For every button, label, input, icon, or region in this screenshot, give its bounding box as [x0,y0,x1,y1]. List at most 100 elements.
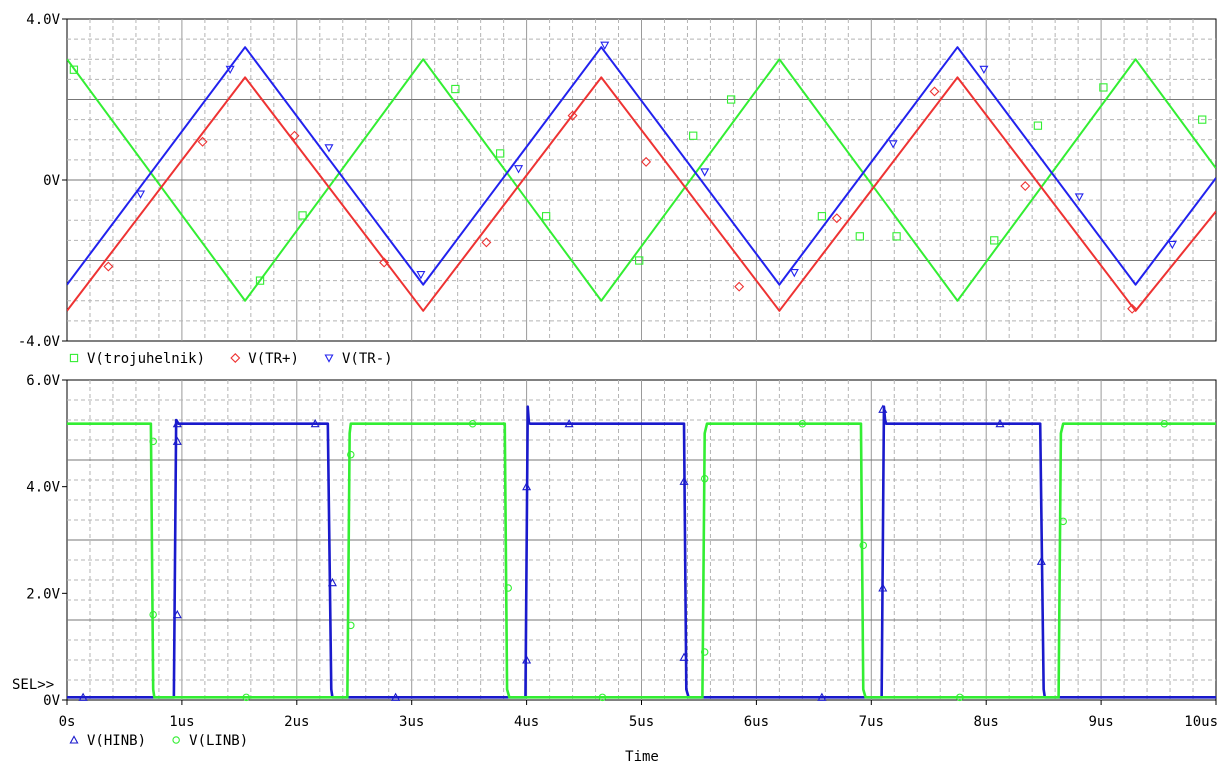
series-line-v-tr [67,76,1216,312]
x-axis-title: Time [625,749,659,765]
data-point-v-linb [956,693,964,702]
data-point-v-linb [149,610,157,619]
x-tick-label: 10us [1184,714,1218,730]
y-tick-label: 6.0V [26,373,60,389]
data-point-v-trojuhelnik [1099,83,1108,92]
data-point-v-hinb [995,418,1005,428]
data-point-v-tr [197,136,208,147]
data-point-v-tr [700,168,710,177]
data-point-v-tr [103,261,114,272]
data-point-v-hinb [172,609,182,619]
data-point-v-trojuhelnik [855,232,864,241]
data-point-v-tr [641,156,652,167]
data-point-v-linb [700,648,709,656]
data-point-v-hinb [522,655,532,664]
x-tick-label: 4us [514,714,539,730]
legend-marker-v-tr [324,354,334,363]
data-point-v-linb [347,621,355,630]
legend-label-v-linb: V(LINB) [189,733,248,749]
data-point-v-hinb [564,418,574,428]
data-point-v-tr [929,86,940,97]
legend-label-v-tr: V(TR+) [248,351,299,367]
data-point-v-linb [700,474,709,483]
legend-marker-v-hinb [69,735,79,744]
data-point-v-tr [136,190,146,199]
data-point-v-tr [481,237,492,248]
data-point-v-trojuhelnik [69,65,79,74]
x-tick-label: 1us [169,714,194,730]
top-legend: V(trojuhelnik) V(TR+) V(TR-) [69,351,393,367]
data-point-v-linb [504,584,512,592]
x-tick-label: 2us [284,714,309,730]
sel-marker-label: SEL>> [12,677,54,693]
legend-marker-v-trojuhelnik [69,353,79,363]
data-point-v-hinb [78,692,88,701]
grid [67,380,1216,700]
bottom-plot-pane: 6.0V 4.0V 2.0V 0V 0s 1us 2us 3us 4us 5us 6us 7us 8us… [26,373,1218,730]
x-tick-label: 3us [399,714,424,730]
data-point-v-hinb [327,577,337,587]
y-tick-label: 2.0V [26,586,60,602]
data-point-v-tr [289,130,300,141]
data-point-v-trojuhelnik [298,211,307,220]
data-point-v-hinb [878,583,888,592]
data-point-v-hinb [172,418,182,428]
legend-marker-v-tr [230,353,241,363]
data-point-v-tr [379,257,390,268]
data-point-v-linb [1059,517,1067,526]
data-point-v-tr [734,281,745,292]
data-point-v-tr [567,110,578,121]
x-tick-label: 9us [1088,714,1113,730]
data-point-v-trojuhelnik [451,84,460,94]
data-point-v-linb [1160,419,1169,428]
data-point-v-trojuhelnik [1198,115,1207,124]
legend-label-v-trojuhelnik: V(trojuhelnik) [87,351,205,367]
series-line-v-hinb [67,405,1216,699]
top-plot-pane: 4.0V 0V -4.0V [18,12,1217,350]
data-point-v-hinb [522,481,532,491]
data-point-v-trojuhelnik [817,212,827,221]
data-point-v-hinb [391,692,401,701]
data-point-v-hinb [817,692,827,701]
data-point-v-trojuhelnik [496,149,505,158]
data-point-v-trojuhelnik [726,95,736,104]
data-point-v-tr [324,144,334,153]
data-point-v-linb [242,693,250,702]
series-line-v-trojuhelnik [67,58,1216,302]
series-v-linb [67,419,1216,702]
data-point-v-tr [514,165,524,174]
data-point-v-tr [789,269,799,278]
bottom-legend: V(HINB) V(LINB) [69,733,248,749]
data-point-v-hinb [878,404,888,413]
series-line-v-tr [67,46,1216,286]
y-tick-label: 4.0V [26,480,60,496]
data-point-v-tr [1127,303,1138,314]
x-tick-label: 6us [744,714,769,730]
x-tick-label: 7us [859,714,884,730]
data-point-v-tr [831,213,842,224]
data-point-v-hinb [310,418,320,428]
y-tick-label: -4.0V [18,334,61,350]
data-point-v-tr [600,41,610,50]
series-v-tr [67,76,1216,314]
x-tick-label: 0s [59,714,76,730]
x-tick-label: 8us [974,714,999,730]
data-point-v-tr [1074,193,1084,202]
data-point-v-linb [149,437,157,446]
series-v-trojuhelnik [67,58,1216,302]
data-point-v-tr [416,271,426,280]
data-point-v-hinb [1036,556,1046,565]
data-point-v-trojuhelnik [255,276,265,285]
data-point-v-trojuhelnik [1033,121,1043,130]
data-point-v-linb [859,541,868,550]
data-point-v-tr [225,65,235,75]
legend-label-v-tr: V(TR-) [342,351,393,367]
data-point-v-trojuhelnik [635,256,644,265]
data-point-v-linb [347,450,355,459]
data-point-v-tr [1020,181,1031,192]
data-point-v-linb [468,419,477,428]
legend-marker-v-linb [172,736,180,744]
data-point-v-linb [598,693,607,702]
series-v-hinb [67,404,1216,701]
